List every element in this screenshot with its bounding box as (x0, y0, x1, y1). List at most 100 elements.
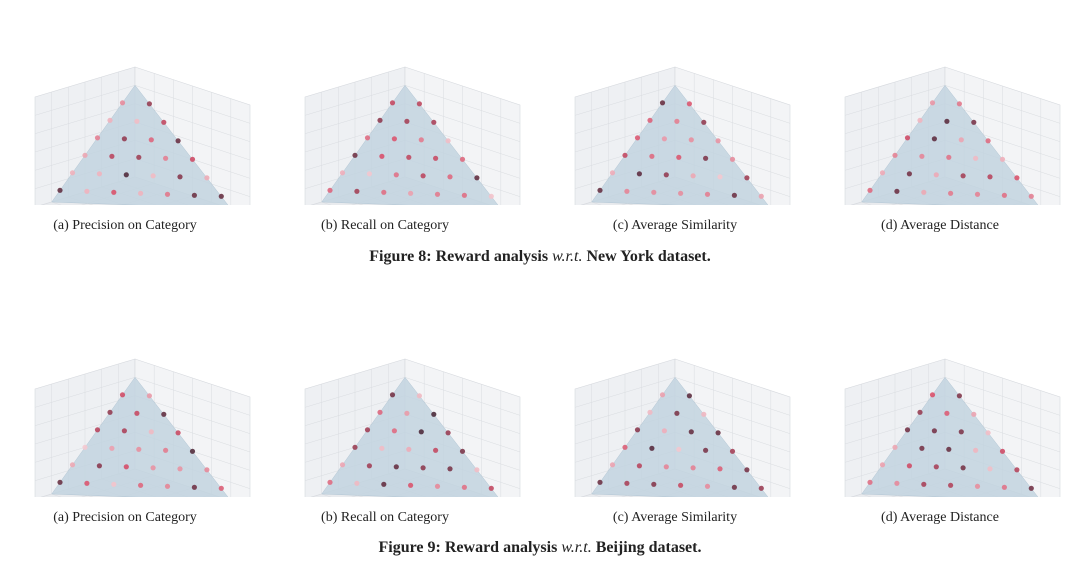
data-point (96, 171, 102, 177)
data-point (377, 117, 383, 123)
data-point (686, 393, 692, 399)
data-point (445, 430, 451, 436)
data-point (364, 135, 371, 141)
data-point (121, 428, 127, 434)
data-point (929, 100, 936, 106)
gridline (844, 377, 946, 408)
data-point (191, 192, 197, 198)
data-point (659, 100, 666, 106)
data-point (138, 482, 144, 488)
data-point (138, 190, 144, 196)
data-point (917, 117, 923, 123)
data-point (731, 484, 737, 490)
data-point (123, 172, 129, 178)
simplex-surface (51, 376, 229, 497)
data-point (69, 170, 76, 176)
data-point (663, 464, 669, 470)
data-point (919, 153, 925, 159)
data-point (985, 138, 991, 144)
data-point (624, 480, 630, 486)
data-point (447, 466, 453, 472)
chart-3d-scatter: 0.00.20.40.60.81.01.20.00.20.40.60.81.01… (844, 66, 1061, 205)
data-point (647, 117, 653, 123)
data-point (107, 117, 113, 123)
data-point (651, 481, 657, 487)
data-point (354, 188, 360, 194)
data-point (352, 152, 358, 158)
fig9-panel-a: 0.00.20.40.60.81.01.20.00.20.40.60.81.01… (15, 297, 255, 497)
data-point (622, 152, 628, 158)
data-point (676, 446, 682, 452)
data-point (931, 136, 937, 142)
data-point (488, 193, 494, 199)
data-point (701, 119, 707, 125)
figure-title-post: New York dataset. (586, 248, 711, 265)
gridline (34, 85, 136, 116)
gridline (134, 85, 251, 124)
gridline (404, 377, 521, 416)
data-point (82, 444, 88, 450)
figure-title-pre: Reward analysis (444, 539, 558, 556)
chart-3d-scatter: 0.00.20.40.60.81.01.20.00.20.40.60.81.01… (844, 358, 1061, 497)
fig8-panel-a: 0.00.20.40.60.81.01.20.00.20.40.60.81.01… (15, 5, 255, 205)
data-point (96, 463, 102, 469)
data-point (904, 427, 911, 433)
data-point (57, 479, 63, 485)
simplex-surface (321, 84, 499, 205)
subcaption: (c) Average Similarity (612, 218, 738, 233)
data-point (597, 187, 603, 193)
data-point (404, 118, 410, 124)
data-point (929, 392, 936, 398)
data-point (434, 483, 441, 489)
data-point (107, 409, 113, 415)
data-point (164, 191, 171, 197)
data-point (1014, 467, 1020, 473)
data-point (150, 465, 156, 471)
figure-label: Figure 9: (378, 539, 441, 556)
data-point (146, 101, 152, 107)
data-point (364, 427, 371, 433)
data-point (690, 465, 696, 471)
gridline (844, 85, 946, 116)
data-point (109, 445, 115, 451)
data-point (109, 153, 115, 159)
data-point (1028, 485, 1034, 491)
data-point (379, 153, 385, 159)
data-point (445, 138, 451, 144)
data-point (134, 118, 140, 124)
data-point (418, 137, 424, 143)
data-point (379, 445, 385, 451)
data-point (121, 136, 127, 142)
gridline (944, 377, 1061, 416)
data-point (661, 136, 667, 142)
data-point (999, 448, 1006, 454)
data-point (987, 466, 993, 472)
data-point (191, 484, 197, 490)
data-point (663, 172, 669, 178)
data-point (418, 429, 424, 435)
data-point (649, 445, 655, 451)
data-point (391, 428, 397, 434)
data-point (327, 479, 333, 485)
fig8-panel-d: 0.00.20.40.60.81.01.20.00.20.40.60.81.01… (825, 5, 1065, 205)
data-point (758, 485, 764, 491)
data-point (971, 411, 977, 417)
data-point (956, 393, 962, 399)
data-point (175, 138, 181, 144)
data-point (973, 447, 979, 453)
data-point (474, 467, 480, 473)
gridline (304, 377, 406, 408)
data-point (447, 174, 453, 180)
simplex-surface (591, 84, 769, 205)
data-point (894, 188, 900, 194)
subcaption: (a) Precision on Category (53, 510, 197, 525)
data-point (894, 480, 900, 486)
data-point (381, 481, 387, 487)
data-point (622, 444, 628, 450)
data-point (404, 410, 410, 416)
data-point (408, 482, 414, 488)
data-point (731, 192, 737, 198)
data-point (715, 430, 721, 436)
data-point (136, 154, 142, 160)
gridline (944, 85, 1061, 124)
